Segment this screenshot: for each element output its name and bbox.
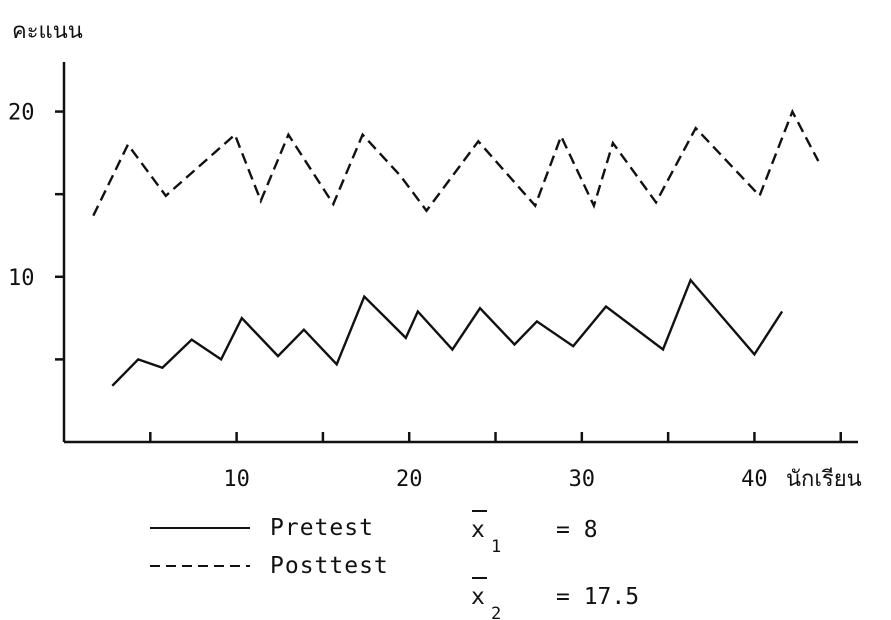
y-tick-label: 20: [8, 101, 35, 126]
series-line-pretest: [111, 277, 784, 387]
mean-2-symbol: x: [471, 584, 485, 610]
x-axis-label: นักเรียน: [786, 467, 862, 492]
legend: Pretest Posttest: [150, 515, 389, 579]
x-tick-label: 10: [223, 467, 250, 492]
x-tick-label: 40: [741, 467, 768, 492]
y-ticks: [55, 110, 64, 361]
y-axis-label: คะแนน: [12, 19, 83, 44]
mean-1-value: = 8: [556, 517, 598, 543]
mean-2-subscript: 2: [491, 604, 501, 620]
y-tick-label: 10: [8, 266, 35, 291]
x-tick-label: 20: [396, 467, 423, 492]
series-line-posttest: [92, 108, 820, 217]
legend-label-pretest: Pretest: [270, 515, 374, 541]
x-ticks: [149, 432, 842, 442]
series-group: [92, 108, 820, 387]
mean-2-value: = 17.5: [556, 584, 639, 610]
mean-annotations: x 1 = 8 x 2 = 17.5: [471, 510, 639, 620]
mean-1-symbol: x: [471, 517, 485, 543]
mean-1-subscript: 1: [491, 537, 501, 557]
x-tick-label: 30: [569, 467, 596, 492]
y-tick-labels: 10 20: [8, 101, 35, 291]
legend-label-posttest: Posttest: [270, 553, 389, 579]
x-tick-labels: 10 20 30 40: [223, 467, 767, 492]
